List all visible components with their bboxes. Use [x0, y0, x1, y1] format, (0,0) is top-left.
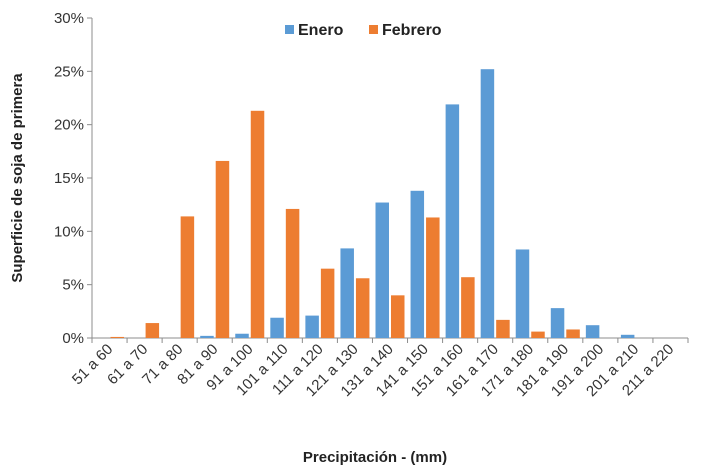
bar-febrero-3 — [180, 216, 195, 338]
bar-febrero-11 — [461, 277, 475, 338]
bar-enero-14 — [550, 308, 565, 338]
bar-enero-5 — [235, 333, 249, 338]
bar-enero-11 — [445, 104, 460, 339]
y-tick-label: 20% — [54, 117, 84, 134]
bar-febrero-8 — [355, 278, 370, 338]
y-tick-label: 5% — [62, 277, 84, 294]
bar-febrero-6 — [285, 208, 300, 338]
legend-label-febrero: Febrero — [382, 22, 442, 39]
bar-febrero-9 — [391, 295, 405, 338]
y-tick-label: 30% — [54, 10, 84, 27]
legend-swatch-enero — [285, 25, 294, 34]
bar-febrero-5 — [250, 110, 265, 338]
bar-enero-9 — [375, 202, 389, 338]
bar-enero-4 — [200, 335, 214, 338]
bar-febrero-1 — [110, 336, 125, 338]
y-tick-label: 10% — [54, 223, 84, 240]
y-tick-label: 15% — [54, 170, 84, 187]
bar-enero-12 — [480, 69, 495, 338]
legend-swatch-febrero — [369, 25, 378, 34]
x-axis-title: Precipitación - (mm) — [303, 449, 447, 466]
bar-enero-8 — [340, 248, 354, 338]
bars — [110, 69, 635, 339]
y-tick-label: 25% — [54, 63, 84, 80]
bar-enero-7 — [305, 315, 319, 338]
legend: Enero Febrero — [285, 22, 442, 39]
y-tick-label: 0% — [62, 330, 84, 347]
bar-febrero-4 — [215, 160, 230, 338]
bar-enero-6 — [270, 317, 284, 338]
bar-enero-15 — [585, 325, 600, 338]
bar-febrero-13 — [531, 331, 545, 338]
legend-label-enero: Enero — [298, 22, 344, 39]
bar-febrero-7 — [320, 268, 335, 338]
bar-febrero-10 — [426, 217, 440, 338]
bar-febrero-14 — [566, 329, 580, 338]
bar-enero-10 — [410, 190, 425, 338]
bar-enero-16 — [620, 334, 635, 338]
y-axis: 0% 5% 10% 15% 20% 25% 30% — [54, 10, 93, 347]
bar-enero-13 — [515, 249, 530, 338]
bar-febrero-2 — [145, 323, 160, 338]
y-axis-title: Superficie de soja de primera — [9, 73, 26, 283]
bar-febrero-12 — [496, 319, 510, 338]
